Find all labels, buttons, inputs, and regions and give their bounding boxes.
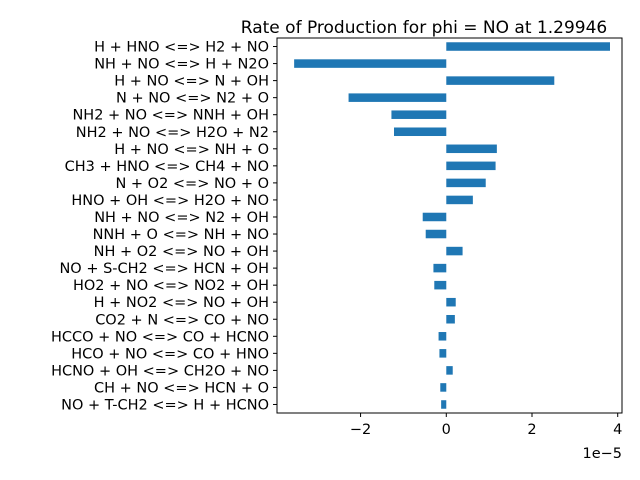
category-label: HCO + NO <=> CO + HNO	[71, 346, 269, 362]
axes-spines	[276, 37, 623, 414]
x-ticks-group: −2 0 2 4	[350, 413, 622, 438]
bar	[446, 178, 486, 188]
axes-frame	[276, 37, 623, 414]
x-tick-label: −2	[350, 422, 371, 438]
bar	[440, 383, 447, 392]
bar	[391, 110, 447, 119]
category-label: NH2 + NO <=> H2O + N2	[76, 125, 269, 141]
bar	[446, 76, 555, 85]
bar	[433, 263, 447, 273]
category-label: N + O2 <=> NO + O	[115, 176, 269, 192]
bar	[294, 59, 447, 68]
category-label: CH + NO <=> HCN + O	[94, 380, 269, 396]
bar	[446, 246, 463, 256]
bar	[439, 349, 447, 358]
bar	[446, 314, 455, 324]
category-label: HCNO + OH <=> CH2O + NO	[51, 363, 269, 379]
bar	[422, 212, 447, 222]
bar	[446, 195, 473, 205]
category-label: H + HNO <=> H2 + NO	[94, 40, 269, 56]
category-label: H + NO <=> N + OH	[114, 74, 269, 90]
category-label: HCCO + NO <=> CO + HCNO	[51, 329, 269, 345]
category-label: NH + O2 <=> NO + OH	[94, 244, 269, 260]
plot-area	[277, 38, 622, 413]
bar	[446, 297, 456, 307]
category-label: HO2 + NO <=> NO2 + OH	[73, 278, 269, 294]
bar	[434, 280, 447, 290]
bar	[425, 229, 447, 239]
bar	[441, 400, 447, 409]
x-tick-label: 4	[613, 422, 622, 438]
category-label: HNO + OH <=> H2O + NO	[71, 193, 269, 209]
category-label: NO + T-CH2 <=> H + HCNO	[61, 397, 269, 413]
category-label: NNH + O <=> NH + NO	[93, 227, 269, 243]
bars-group	[294, 42, 610, 409]
category-label: CH3 + HNO <=> CH4 + NO	[65, 159, 269, 175]
category-label: NH + NO <=> H + N2O	[94, 57, 269, 73]
bar	[348, 93, 447, 102]
bar	[394, 127, 447, 137]
bar	[446, 161, 496, 171]
category-label: NH + NO <=> N2 + OH	[94, 210, 269, 226]
category-label: H + NO2 <=> NO + OH	[94, 295, 269, 311]
category-label: NH2 + NO <=> NNH + OH	[72, 108, 269, 124]
category-label: N + NO <=> N2 + O	[116, 91, 269, 107]
bar	[446, 144, 497, 154]
chart-title: Rate of Production for phi = NO at 1.299…	[241, 18, 607, 38]
x-tick-label: 2	[527, 422, 536, 438]
category-label: H + NO <=> NH + O	[114, 142, 269, 158]
bar	[446, 42, 610, 51]
x-offset-label: 1e−5	[582, 446, 622, 462]
x-tick-label: 0	[442, 422, 451, 438]
bar	[438, 332, 447, 341]
category-label: NO + S-CH2 <=> HCN + OH	[59, 261, 269, 277]
category-label: CO2 + N <=> CO + NO	[95, 312, 269, 328]
bar	[446, 366, 453, 375]
